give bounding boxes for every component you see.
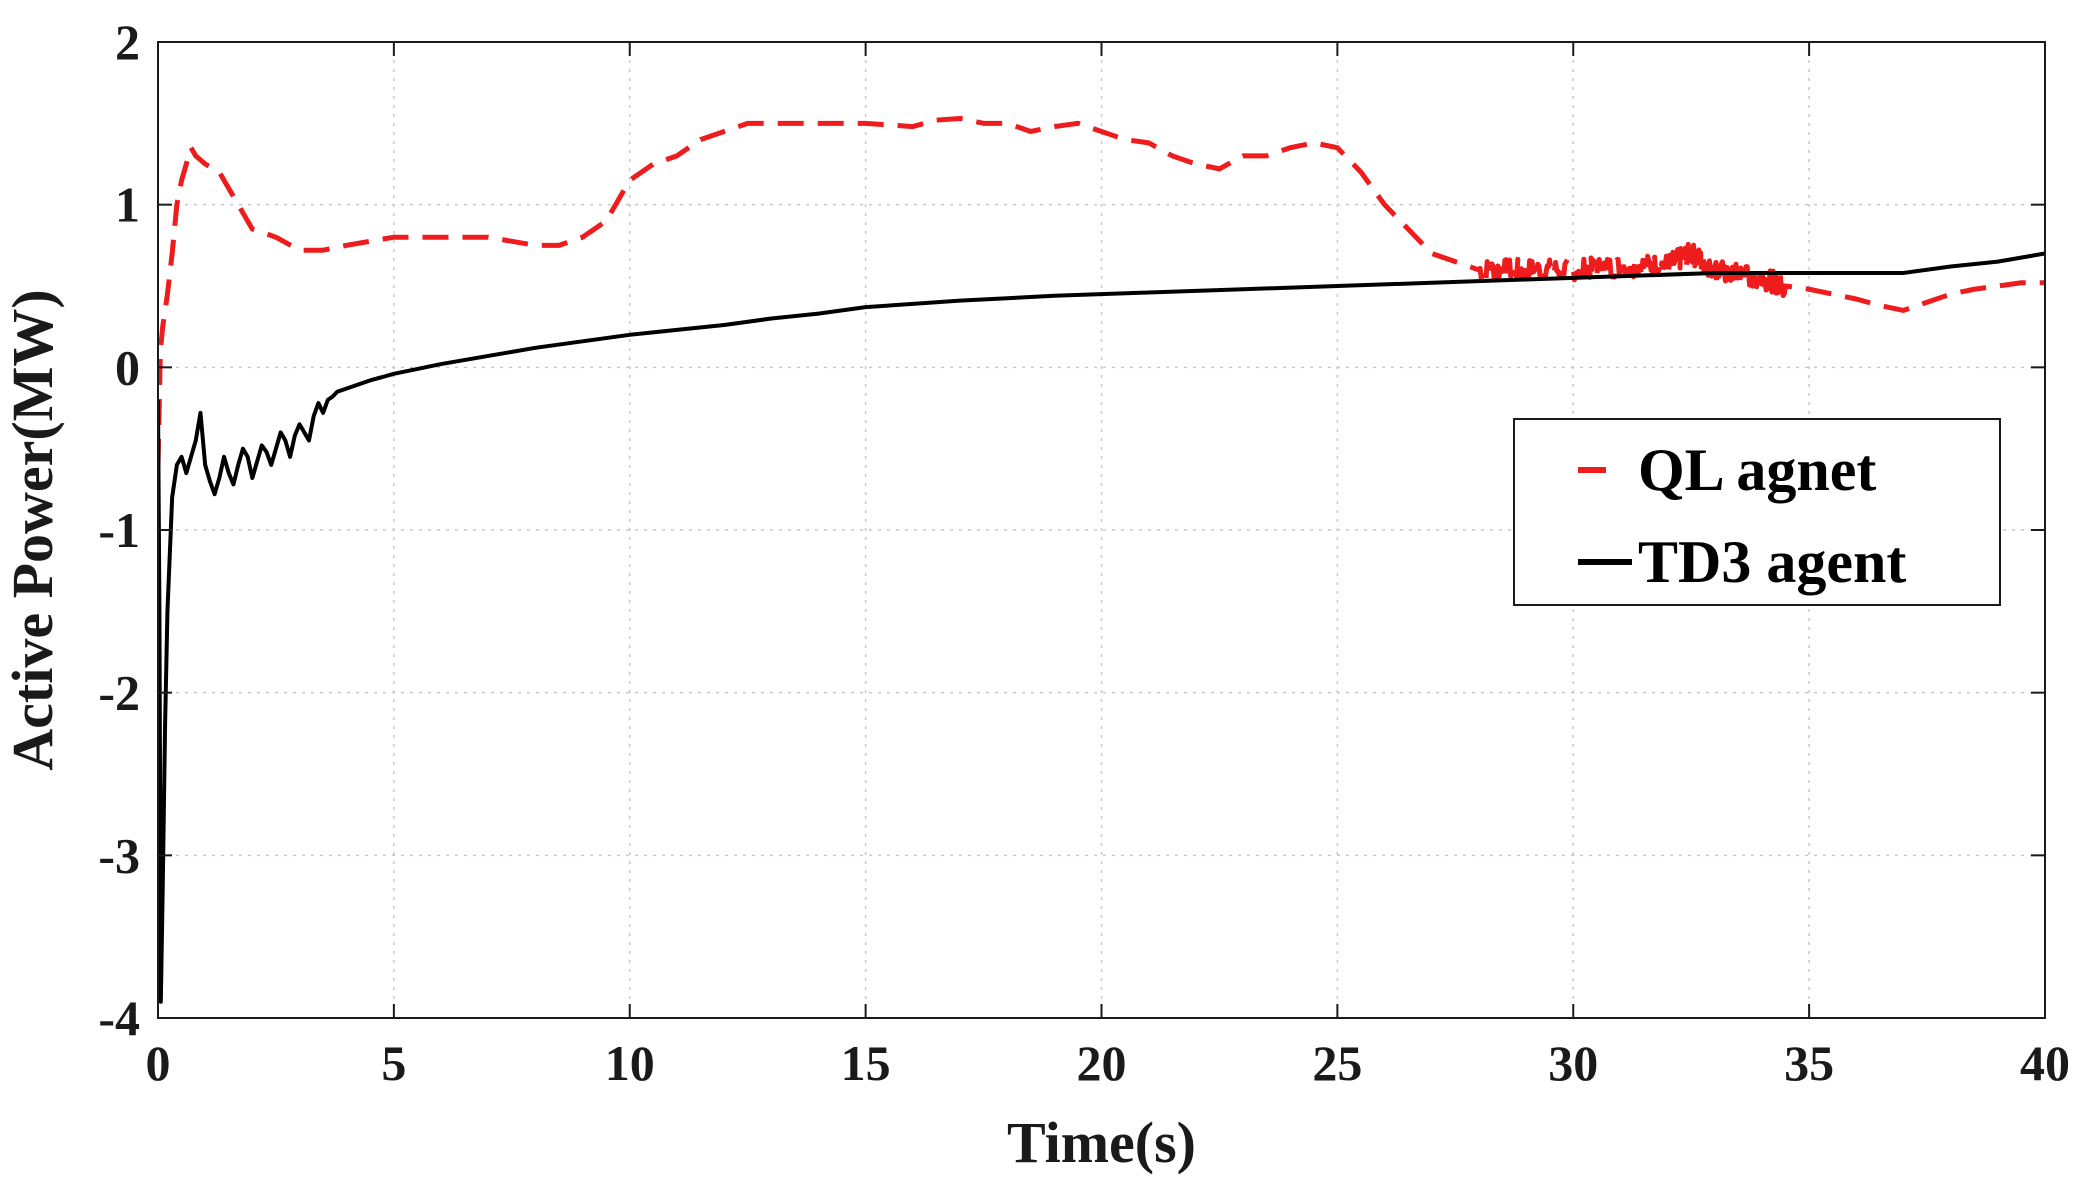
y-tick-label: 0 <box>115 339 140 395</box>
y-axis-title: Active Power(MW) <box>0 289 65 770</box>
legend: QL agnet TD3 agent <box>1513 418 2001 606</box>
x-tick-label: 10 <box>605 1035 655 1091</box>
plot-series <box>158 115 2045 1004</box>
x-tick-label: 20 <box>1077 1035 1127 1091</box>
y-tick-label: 1 <box>115 177 140 233</box>
legend-box <box>1513 418 2001 606</box>
tick-labels: 0 5 10 15 20 25 30 35 40 -4 -3 -2 -1 0 1 2 <box>98 14 2070 1091</box>
y-tick-label: -4 <box>98 990 140 1046</box>
x-axis-title: Time(s) <box>1007 1110 1196 1175</box>
x-tick-label: 40 <box>2020 1035 2070 1091</box>
legend-label-ql: QL agnet <box>1638 437 1876 503</box>
y-tick-label: -1 <box>98 502 140 558</box>
x-tick-label: 25 <box>1312 1035 1362 1091</box>
x-tick-label: 0 <box>146 1035 171 1091</box>
y-tick-label: -3 <box>98 827 140 883</box>
x-tick-label: 5 <box>381 1035 406 1091</box>
x-tick-label: 15 <box>841 1035 891 1091</box>
y-tick-label: -2 <box>98 665 140 721</box>
series-line-td3 <box>158 251 2045 1004</box>
legend-label-td3: TD3 agent <box>1638 529 1906 595</box>
x-tick-label: 35 <box>1784 1035 1834 1091</box>
series-line-ql <box>158 115 2045 465</box>
x-tick-label: 30 <box>1548 1035 1598 1091</box>
y-tick-label: 2 <box>115 14 140 70</box>
ticks <box>157 41 2046 1019</box>
